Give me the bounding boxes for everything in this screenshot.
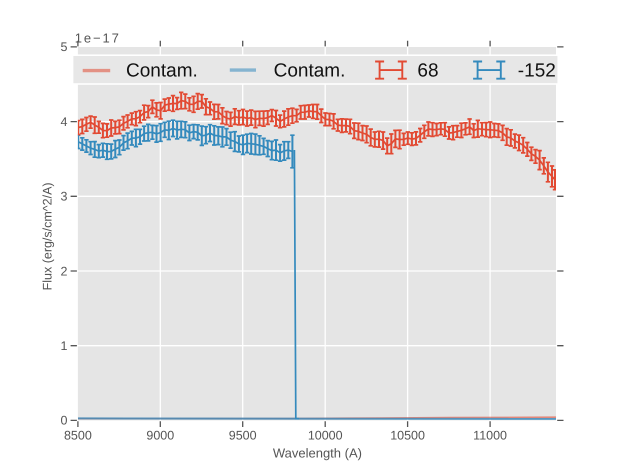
svg-text:1: 1 <box>61 339 68 353</box>
svg-text:2: 2 <box>61 264 68 278</box>
svg-text:68: 68 <box>417 60 438 81</box>
svg-text:9000: 9000 <box>146 428 174 442</box>
svg-text:8500: 8500 <box>64 428 92 442</box>
svg-text:9500: 9500 <box>229 428 257 442</box>
svg-text:Contam.: Contam. <box>274 60 346 81</box>
svg-text:0: 0 <box>61 414 68 428</box>
svg-text:10000: 10000 <box>308 428 343 442</box>
svg-text:10500: 10500 <box>390 428 425 442</box>
svg-text:4: 4 <box>61 115 68 129</box>
svg-text:Contam.: Contam. <box>126 60 198 81</box>
svg-text:Wavelength (A): Wavelength (A) <box>273 446 362 461</box>
svg-text:11000: 11000 <box>473 428 507 442</box>
svg-text:1e−17: 1e−17 <box>75 30 121 45</box>
svg-text:3: 3 <box>61 190 68 204</box>
svg-text:-152: -152 <box>518 60 556 81</box>
svg-text:5: 5 <box>61 40 68 54</box>
svg-text:Flux (erg/s/cm^2/A): Flux (erg/s/cm^2/A) <box>41 182 55 290</box>
